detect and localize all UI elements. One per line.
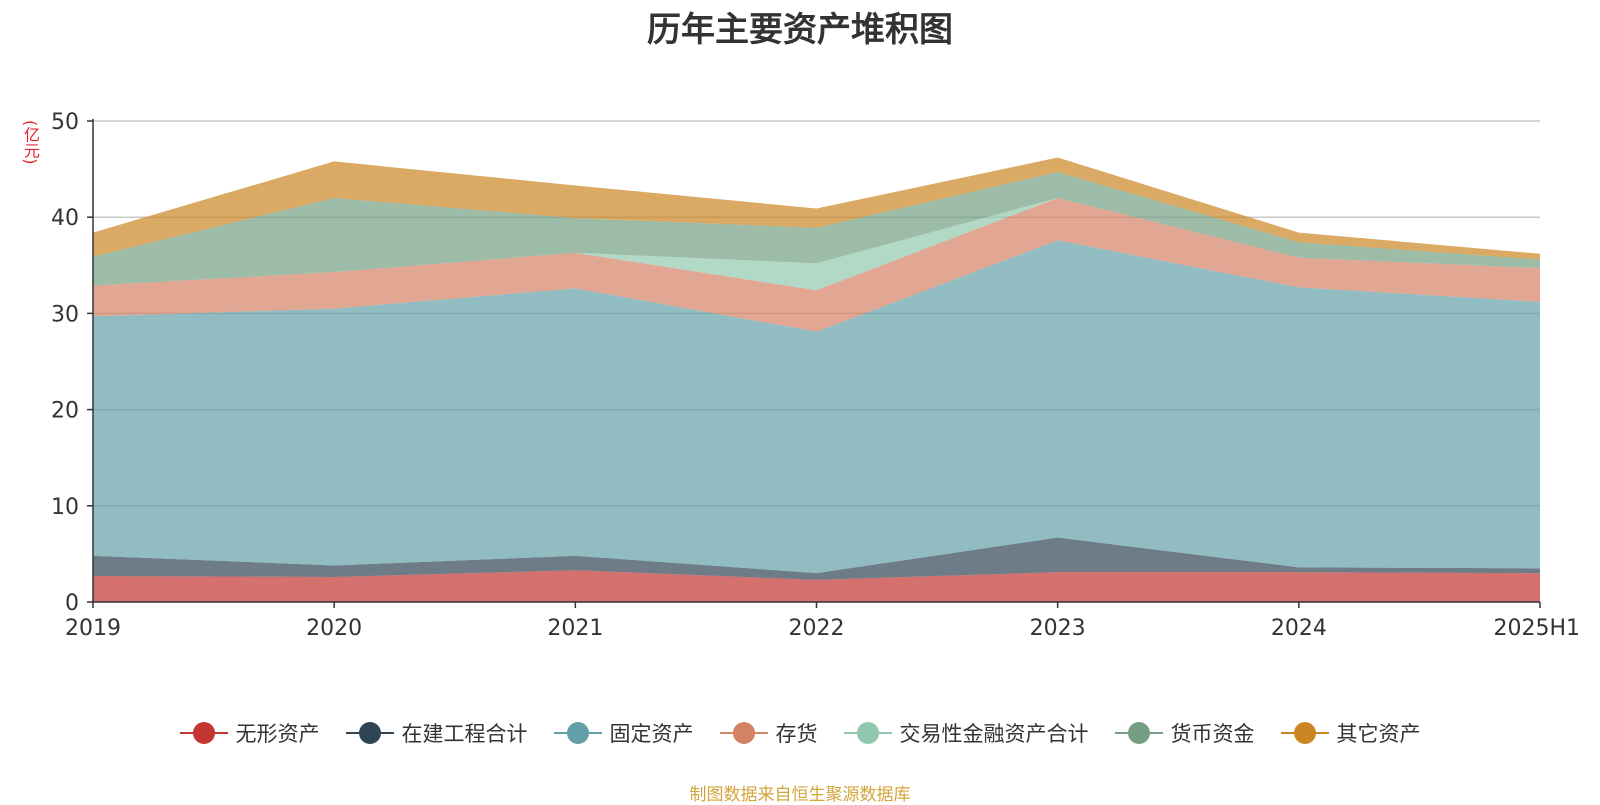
x-tick-label: 2022 (789, 616, 845, 641)
legend-item[interactable]: 在建工程合计 (345, 718, 528, 748)
y-tick-label: 30 (51, 302, 79, 327)
legend-label: 固定资产 (609, 722, 694, 746)
area-series-7 (93, 157, 1540, 260)
y-tick-label: 50 (51, 110, 79, 135)
y-tick-labels: 0 10 20 30 40 50 (51, 110, 79, 616)
legend-swatch-dot (1293, 722, 1316, 744)
legend-item[interactable]: 其它资产 (1280, 718, 1421, 748)
area-series-2 (93, 537, 1540, 580)
chart-title: 历年主要资产堆积图 (647, 10, 953, 50)
legend-swatch-icon (719, 721, 768, 745)
axes (87, 119, 1541, 608)
legend-item[interactable]: 固定资产 (553, 718, 694, 748)
legend-swatch-icon (553, 721, 602, 745)
area-series-6 (93, 171, 1540, 286)
x-tick-labels: 2019 2020 2021 2022 2023 2024 2025H1 (65, 616, 1580, 641)
x-tick-label: 2023 (1030, 616, 1086, 641)
x-tick-label: 2019 (65, 616, 121, 641)
legend-label: 货币资金 (1170, 722, 1255, 746)
legend: 无形资产 在建工程合计 固定资产 存货 交易性金融资产合计 货币资金 其它资产 (0, 718, 1600, 748)
x-tick-label: 2020 (306, 616, 362, 641)
legend-swatch-dot (566, 722, 589, 744)
legend-label: 在建工程合计 (401, 722, 528, 746)
legend-item[interactable]: 交易性金融资产合计 (843, 718, 1089, 748)
legend-label: 交易性金融资产合计 (899, 722, 1089, 746)
legend-swatch-dot (856, 722, 879, 744)
area-series-3 (93, 240, 1540, 574)
legend-label: 存货 (775, 722, 818, 746)
source-note: 制图数据来自恒生聚源数据库 (689, 785, 911, 805)
legend-label: 无形资产 (235, 722, 320, 746)
y-tick-label: 0 (65, 591, 79, 616)
legend-swatch-icon (843, 721, 892, 745)
legend-label: 其它资产 (1336, 722, 1421, 746)
area-series (93, 157, 1540, 602)
legend-swatch-dot (192, 722, 215, 744)
legend-item[interactable]: 无形资产 (179, 718, 320, 748)
y-tick-label: 40 (51, 206, 79, 231)
legend-swatch-icon (1280, 721, 1329, 745)
legend-swatch-dot (358, 722, 381, 744)
legend-item[interactable]: 货币资金 (1114, 718, 1255, 748)
legend-swatch-icon (1114, 721, 1163, 745)
legend-swatch-dot (1127, 722, 1150, 744)
area-series-5 (93, 197, 1540, 291)
y-tick-label: 10 (51, 495, 79, 520)
y-tick-label: 20 (51, 399, 79, 424)
legend-item[interactable]: 存货 (719, 718, 818, 748)
legend-swatch-dot (732, 722, 755, 744)
y-axis-unit-label: (亿元) (21, 120, 40, 165)
legend-swatch-icon (345, 721, 394, 745)
legend-swatch-icon (179, 721, 228, 745)
x-tick-label: 2025H1 (1493, 616, 1580, 641)
area-series-1 (93, 570, 1540, 602)
area-series-4 (93, 197, 1540, 332)
x-tick-label: 2021 (547, 616, 603, 641)
x-tick-label: 2024 (1271, 616, 1327, 641)
